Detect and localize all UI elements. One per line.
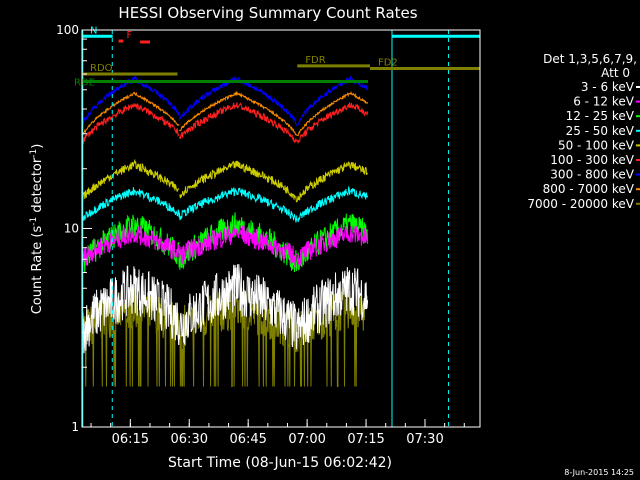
legend-header-attenuator: Att 0 — [601, 66, 630, 80]
flag-label-2: F — [127, 30, 133, 41]
x-tick-label-0: 06:15 — [112, 432, 149, 447]
plot-area: N F RDO FDR FD2 RDE — [74, 25, 480, 427]
legend-entry-0: 3 - 6 keV — [581, 80, 635, 94]
y-tick-label-1: 10 — [64, 222, 79, 236]
series-line-6 — [81, 102, 369, 146]
y-axis: 1 10 100 — [56, 23, 92, 434]
y-tick-label-2: 100 — [56, 23, 79, 37]
legend-entry-6: 300 - 800 keV — [550, 168, 634, 182]
series-line-3 — [81, 224, 369, 270]
flag-label-5: RDO — [90, 63, 113, 74]
series-line-5 — [81, 158, 368, 203]
x-tick-label-1: 06:30 — [171, 432, 208, 447]
legend-header-detectors: Det 1,3,5,6,7,9, — [543, 52, 637, 66]
saa-gap-0 — [177, 30, 183, 427]
x-tick-label-5: 07:30 — [406, 432, 443, 447]
flag-label-7: FD2 — [378, 57, 398, 68]
legend-entry-1: 6 - 12 keV — [573, 95, 635, 109]
legend-entry-7: 800 - 7000 keV — [543, 182, 635, 196]
series-line-7 — [81, 90, 369, 138]
flag-label-rde: RDE — [74, 78, 95, 89]
saa-gap-1 — [294, 30, 300, 427]
legend-entry-4: 50 - 100 keV — [558, 138, 635, 152]
timestamp: 8-Jun-2015 14:25 — [564, 468, 634, 477]
legend-entry-5: 100 - 300 keV — [550, 153, 634, 167]
y-tick-label-0: 1 — [71, 420, 79, 434]
series-line-1 — [81, 264, 369, 355]
x-tick-label-2: 06:45 — [229, 432, 266, 447]
x-tick-label-3: 07:00 — [288, 432, 325, 447]
legend-entry-2: 12 - 25 keV — [566, 109, 635, 123]
chart-title: HESSI Observing Summary Count Rates — [118, 4, 417, 22]
x-tick-label-4: 07:15 — [347, 432, 384, 447]
x-axis: 06:15 06:30 06:45 07:00 07:15 07:30 — [90, 419, 465, 447]
x-axis-label: Start Time (08-Jun-15 06:02:42) — [168, 455, 392, 471]
legend-entry-8: 7000 - 20000 keV — [527, 197, 634, 211]
series-line-4 — [81, 185, 369, 223]
y-axis-label: Count Rate (s-1 detector-1) — [29, 144, 45, 315]
flag-label-0: N — [90, 25, 97, 36]
flag-label-6: FDR — [305, 55, 325, 66]
legend-entry-3: 25 - 50 keV — [566, 124, 635, 138]
